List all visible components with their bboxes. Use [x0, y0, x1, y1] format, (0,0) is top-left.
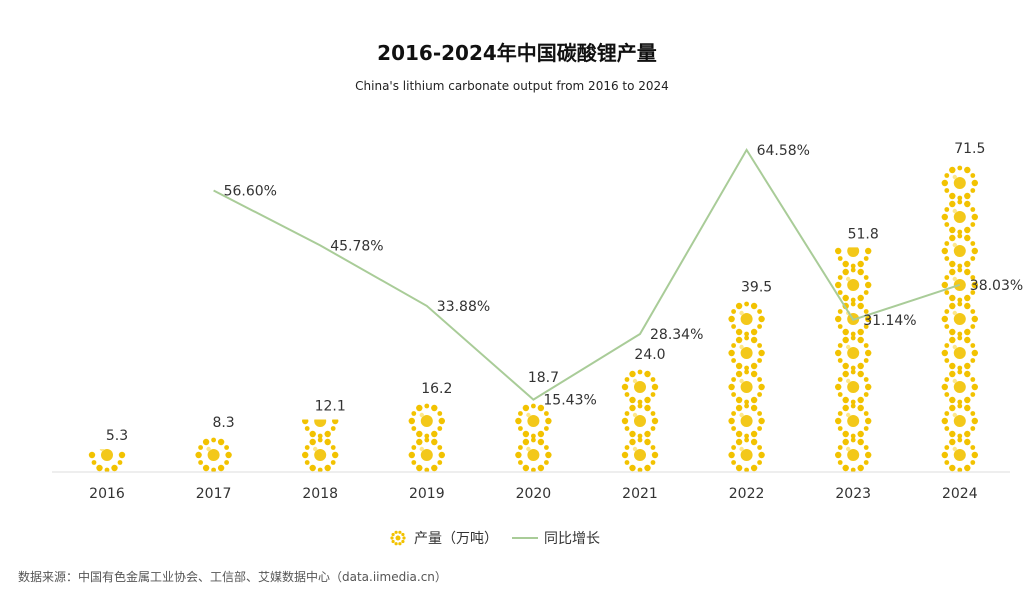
bar-label-2021: 24.0 [634, 347, 665, 363]
growth-line [213, 147, 961, 401]
growth-label-2021: 28.34% [650, 327, 703, 343]
x-tick-2021: 2021 [622, 486, 658, 502]
x-tick-2017: 2017 [196, 486, 232, 502]
bar-label-2017: 8.3 [212, 415, 234, 431]
bar-2018 [302, 419, 339, 472]
growth-label-2024: 38.03% [970, 278, 1023, 294]
bar-2016 [88, 449, 126, 472]
x-tick-2023: 2023 [835, 486, 871, 502]
chart-subtitle: China's lithium carbonate output from 20… [355, 79, 669, 93]
growth-label-2018: 45.78% [330, 238, 383, 254]
bar-label-2024: 71.5 [954, 141, 985, 157]
growth-label-2022: 64.58% [757, 143, 810, 159]
bar-label-2016: 5.3 [106, 428, 128, 444]
growth-label-2017: 56.60% [224, 183, 277, 199]
bar-2019 [408, 403, 445, 472]
legend-label-output: 产量（万吨） [414, 531, 498, 547]
bar-value-labels: 5.3 8.3 12.1 16.2 18.7 24.0 39.5 51.8 71.5 [106, 141, 986, 444]
legend: 产量（万吨） 同比增长 [390, 530, 600, 547]
legend-label-growth: 同比增长 [544, 531, 600, 547]
growth-label-2023: 31.14% [863, 313, 916, 329]
growth-value-labels: 56.60% 45.78% 33.88% 15.43% 28.34% 64.58% 31.1… [224, 143, 1024, 409]
growth-label-2019: 33.88% [437, 299, 490, 315]
bar-label-2020: 18.7 [528, 370, 559, 386]
bar-label-2018: 12.1 [315, 399, 346, 415]
bar-label-2023: 51.8 [848, 226, 879, 242]
x-tick-2022: 2022 [729, 486, 765, 502]
bar-2020 [515, 403, 552, 472]
bar-label-2022: 39.5 [741, 280, 772, 296]
bar-series [88, 165, 978, 473]
bar-2022 [728, 301, 765, 473]
source-note: 数据来源：中国有色金属工业协会、工信部、艾媒数据中心（data.iimedia.… [18, 569, 447, 584]
x-tick-2018: 2018 [302, 486, 338, 502]
x-tick-2016: 2016 [89, 486, 125, 502]
x-axis-ticks: 2016 2017 2018 2019 2020 2021 2022 2023 2024 [89, 486, 978, 502]
chart-title: 2016-2024年中国碳酸锂产量 [377, 41, 657, 65]
bar-label-2019: 16.2 [421, 381, 452, 397]
growth-label-2020: 15.43% [543, 393, 596, 409]
x-tick-2024: 2024 [942, 486, 978, 502]
legend-bar-icon [390, 530, 406, 546]
bar-2021 [621, 369, 659, 473]
bar-2024 [941, 165, 978, 472]
bar-2017 [195, 437, 232, 472]
x-tick-2019: 2019 [409, 486, 445, 502]
bar-2023 [835, 247, 872, 472]
x-tick-2020: 2020 [516, 486, 552, 502]
